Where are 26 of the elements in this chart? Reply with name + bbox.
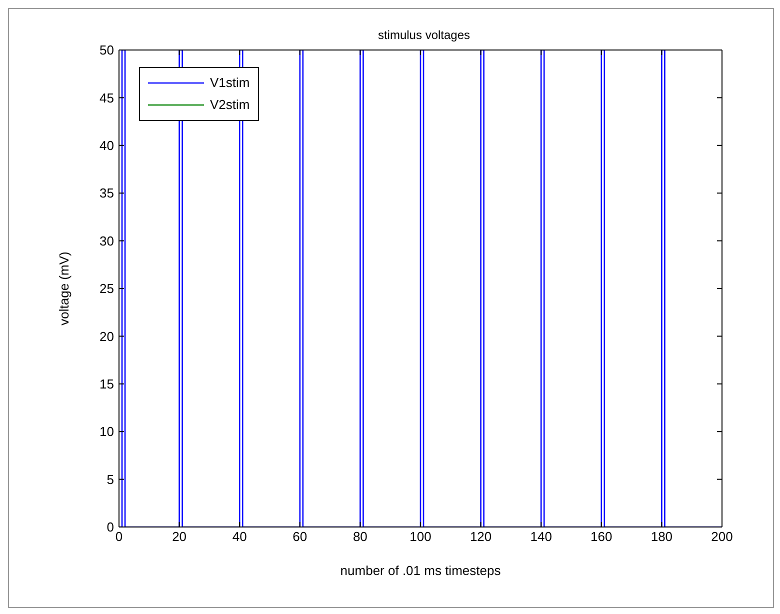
x-axis-title: number of .01 ms timesteps <box>340 563 502 578</box>
x-tick-label: 60 <box>292 529 308 544</box>
y-tick-label: 25 <box>100 281 114 296</box>
y-tick-label: 15 <box>100 376 114 392</box>
x-tick-label: 160 <box>590 529 612 544</box>
legend-label: V2stim <box>210 96 250 114</box>
x-tick-label: 200 <box>711 529 733 544</box>
x-tick-label: 20 <box>172 529 187 544</box>
y-tick-label: 5 <box>106 472 114 487</box>
x-tick-label: 80 <box>352 529 368 544</box>
y-tick-label: 20 <box>100 328 114 344</box>
y-tick-label: 10 <box>100 424 114 440</box>
y-tick-label: 50 <box>100 42 114 58</box>
y-axis-title: voltage (mV) <box>56 252 72 326</box>
y-tick-label: 0 <box>106 520 114 535</box>
x-tick-label: 100 <box>410 529 432 544</box>
x-tick-label: 120 <box>470 529 492 544</box>
x-tick-label: 140 <box>530 529 552 544</box>
x-tick-label: 40 <box>232 529 247 544</box>
y-tick-label: 35 <box>100 186 114 201</box>
legend-label: V1stim <box>210 74 250 92</box>
chart-title: stimulus voltages <box>378 28 470 42</box>
y-tick-label: 40 <box>100 138 114 154</box>
y-tick-label: 45 <box>100 90 114 106</box>
y-tick-label: 30 <box>100 233 114 248</box>
x-tick-label: 180 <box>650 529 673 544</box>
